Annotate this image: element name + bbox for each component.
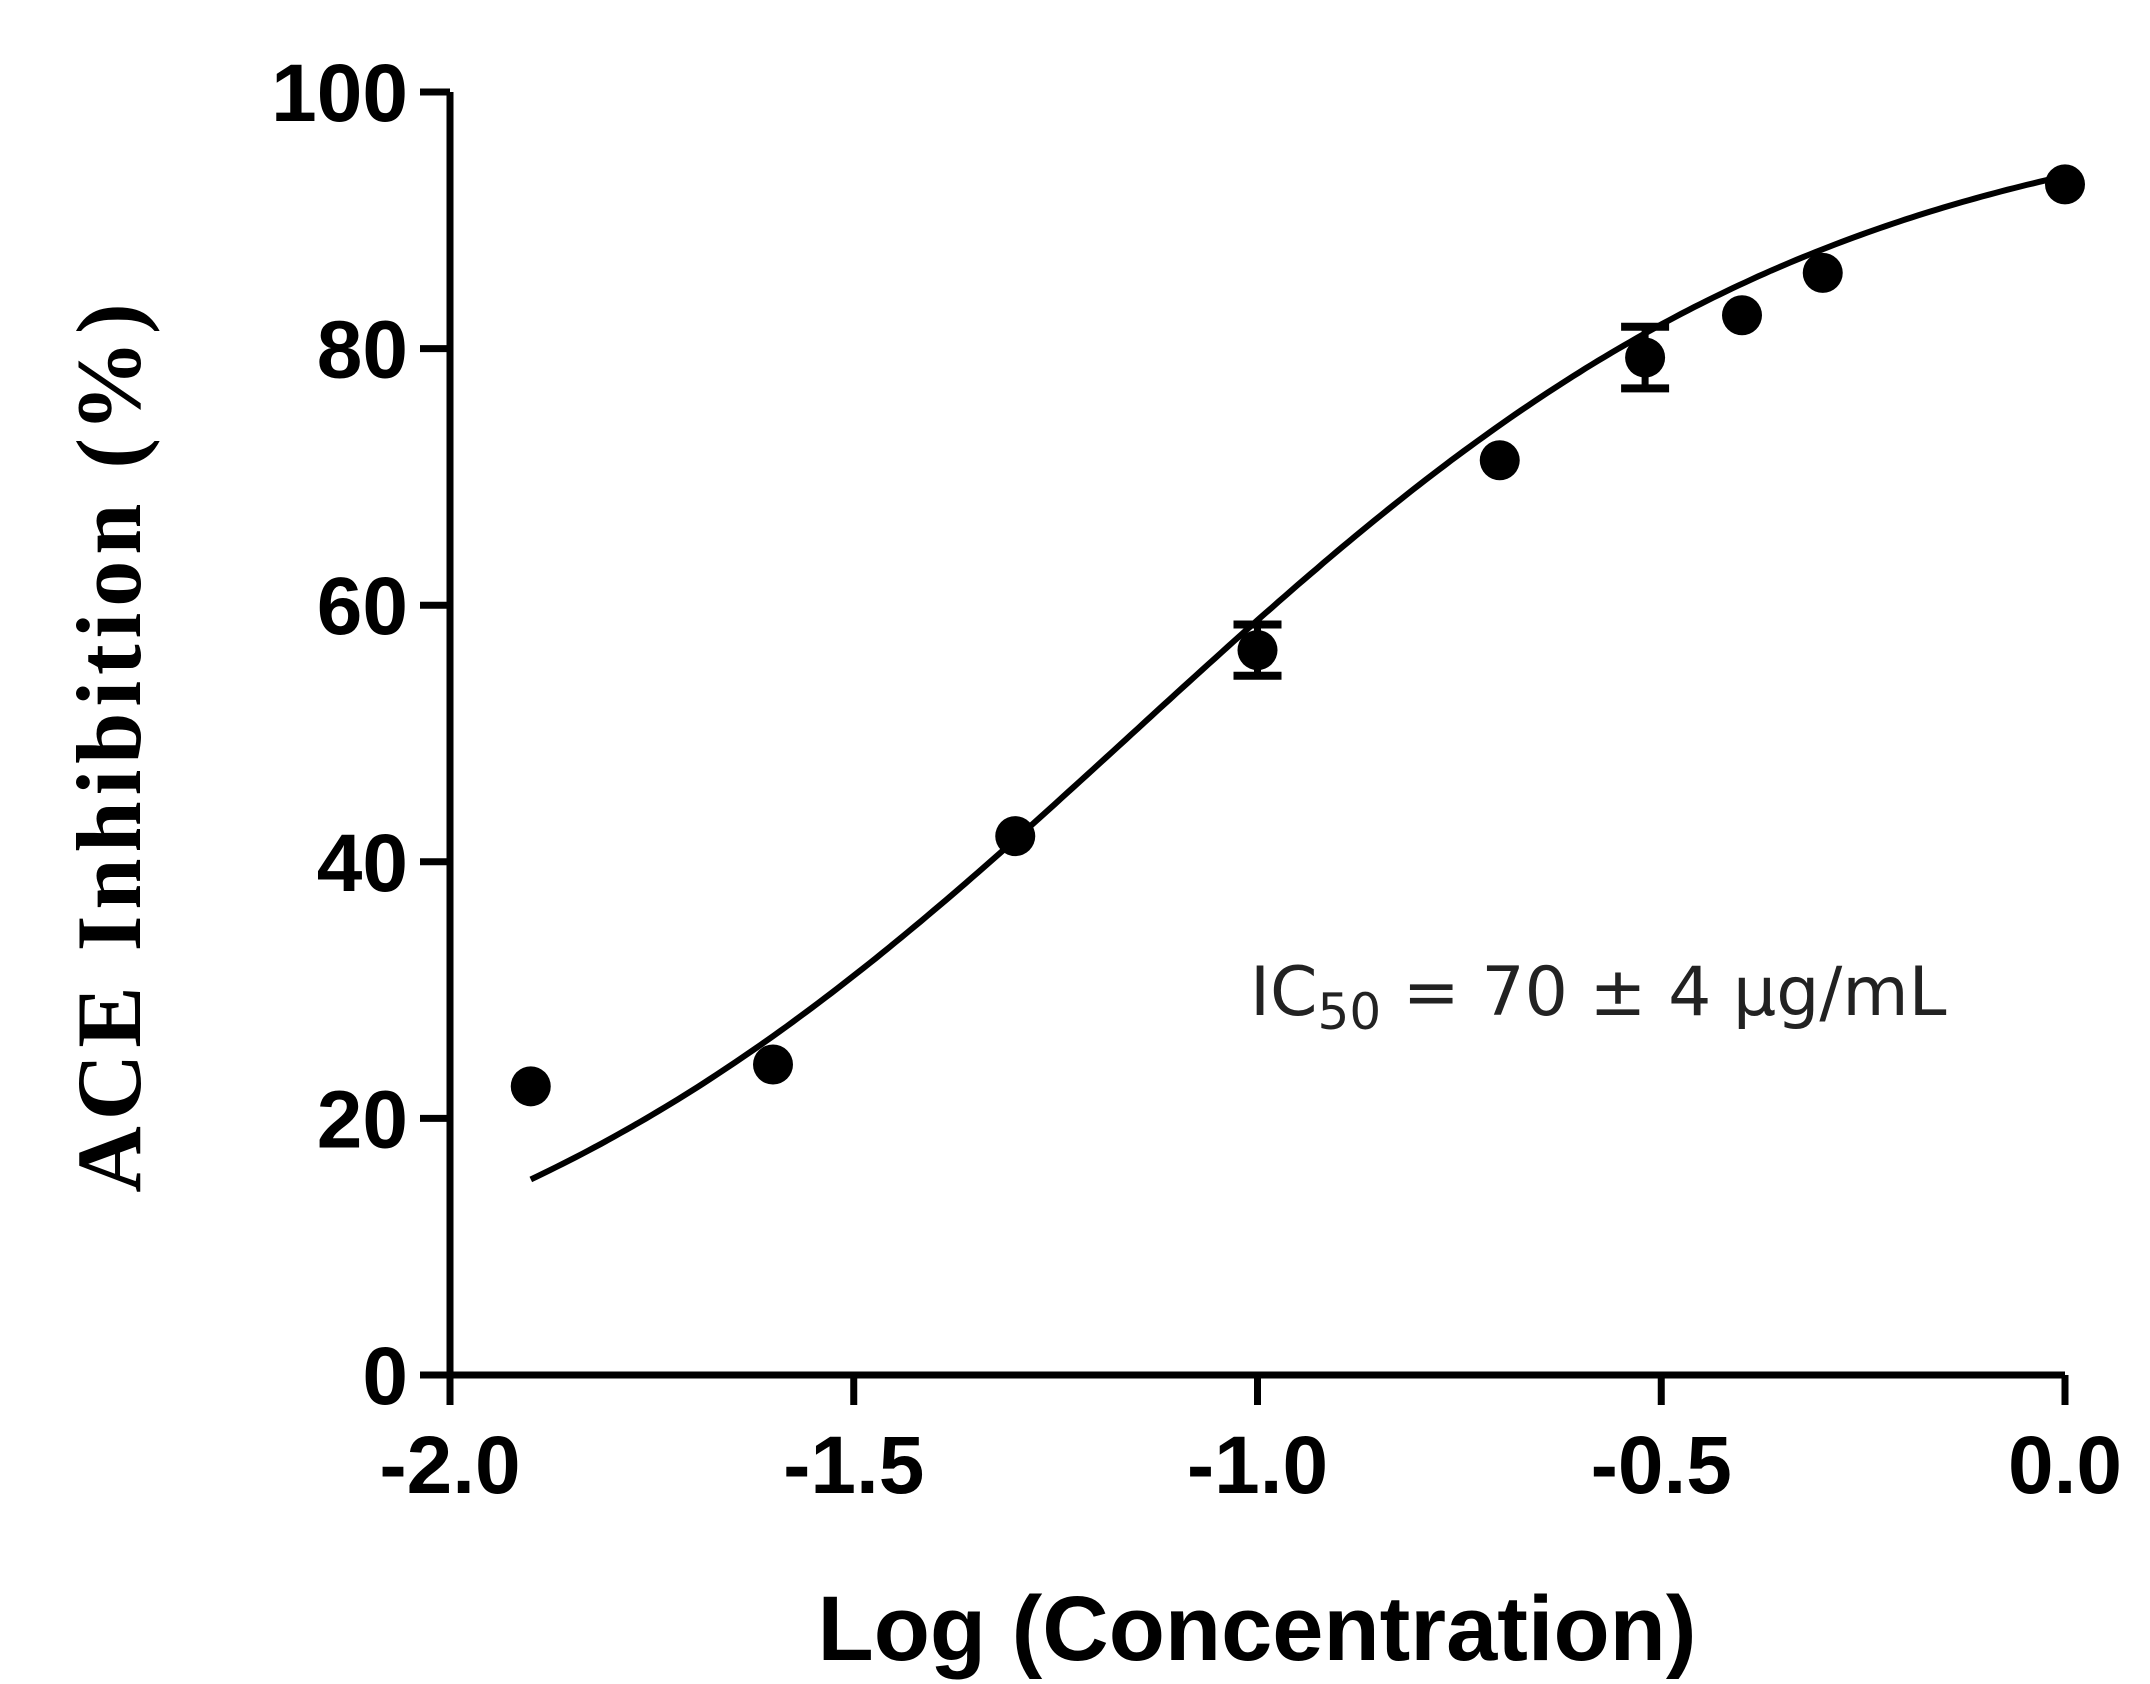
fit-curve: [529, 172, 2066, 1183]
x-tick-label-1: -1.5: [783, 1420, 924, 1511]
data-point-6: [1722, 295, 1762, 336]
data-point-2: [995, 816, 1036, 857]
data-point-4: [1479, 440, 1520, 481]
ic50-annotation: IC50 = 70 ± 4 μg/mL: [1250, 953, 1947, 1041]
y-ticks: 0 20 40 60 80 100: [271, 48, 450, 1422]
data-point-0: [510, 1066, 551, 1107]
x-ticks: -2.0 -1.5 -1.0 -0.5 0.0: [379, 1375, 2122, 1511]
y-tick-label-3: 60: [317, 561, 408, 652]
ic50-annotation-suffix: = 70 ± 4 μg/mL: [1381, 953, 1946, 1032]
y-tick-label-5: 100: [271, 48, 408, 139]
y-tick-label-2: 40: [317, 818, 408, 909]
y-axis-title: ACE Inhibition (%): [58, 297, 160, 1192]
x-tick-label-2: -1.0: [1187, 1420, 1328, 1511]
data-point-7: [1802, 252, 1843, 293]
data-point-1: [753, 1044, 793, 1085]
x-tick-label-4: 0.0: [2008, 1420, 2122, 1511]
y-tick-label-1: 20: [317, 1074, 408, 1165]
data-points: [510, 164, 2085, 1107]
y-tick-label-4: 80: [317, 305, 408, 396]
data-point-5: [1625, 337, 1666, 378]
fit-curve-group: [529, 172, 2066, 1183]
ic50-annotation-prefix: IC: [1250, 953, 1318, 1032]
ic50-annotation-subscript: 50: [1318, 983, 1382, 1041]
x-tick-label-0: -2.0: [379, 1420, 520, 1511]
data-point-8: [2045, 164, 2085, 205]
x-axis-title: Log (Concentration): [818, 1578, 1697, 1680]
x-tick-label-3: -0.5: [1591, 1420, 1732, 1511]
y-tick-label-0: 0: [362, 1331, 408, 1422]
data-point-3: [1237, 630, 1278, 671]
